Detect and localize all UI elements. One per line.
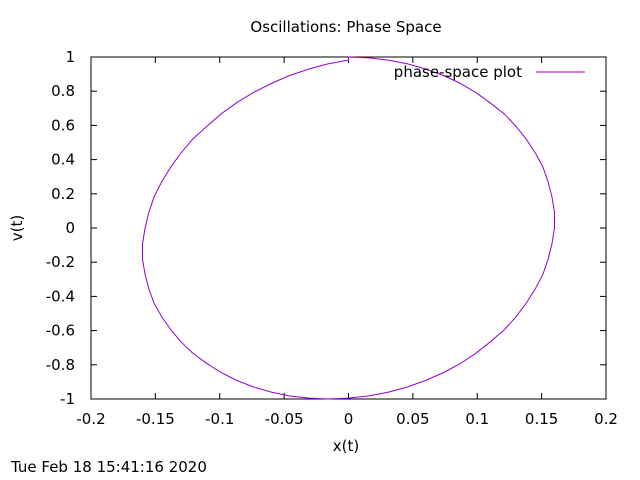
y-tick-label: -0.6 xyxy=(46,322,75,340)
y-axis-label: v(t) xyxy=(8,215,26,241)
timestamp-footer: Tue Feb 18 15:41:16 2020 xyxy=(11,458,207,476)
y-tick-label: -0.8 xyxy=(46,356,75,374)
x-tick-label: 0.15 xyxy=(525,410,558,428)
x-tick-label: -0.15 xyxy=(136,410,175,428)
x-tick-label: -0.2 xyxy=(76,410,105,428)
x-tick-label: -0.1 xyxy=(205,410,234,428)
y-tick-label: -0.4 xyxy=(46,287,75,305)
legend-label: phase-space plot xyxy=(394,63,522,81)
x-tick-label: 0.1 xyxy=(465,410,489,428)
series-line-phase-space-plot xyxy=(142,56,555,400)
x-tick-label: -0.05 xyxy=(265,410,304,428)
y-tick-label: 0 xyxy=(65,219,75,237)
x-axis-label: x(t) xyxy=(333,437,359,455)
x-tick-label: 0 xyxy=(344,410,354,428)
x-tick-label: 0.2 xyxy=(594,410,618,428)
y-tick-label: 0.6 xyxy=(51,116,75,134)
y-tick-label: 0.2 xyxy=(51,185,75,203)
y-tick-label: -0.2 xyxy=(46,253,75,271)
axis-tick-labels: -0.2 -0.15 -0.1 -0.05 0 0.05 0.1 0.15 0.2 -1 -0.8 -… xyxy=(46,48,618,428)
y-tick-label: 1 xyxy=(65,48,75,66)
y-tick-label: -1 xyxy=(60,390,75,408)
y-tick-label: 0.8 xyxy=(51,82,75,100)
plot-area-border xyxy=(90,56,607,400)
y-tick-label: 0.4 xyxy=(51,151,75,169)
x-tick-label: 0.05 xyxy=(396,410,429,428)
chart-title: Oscillations: Phase Space xyxy=(250,18,441,36)
axis-ticks xyxy=(90,56,607,400)
